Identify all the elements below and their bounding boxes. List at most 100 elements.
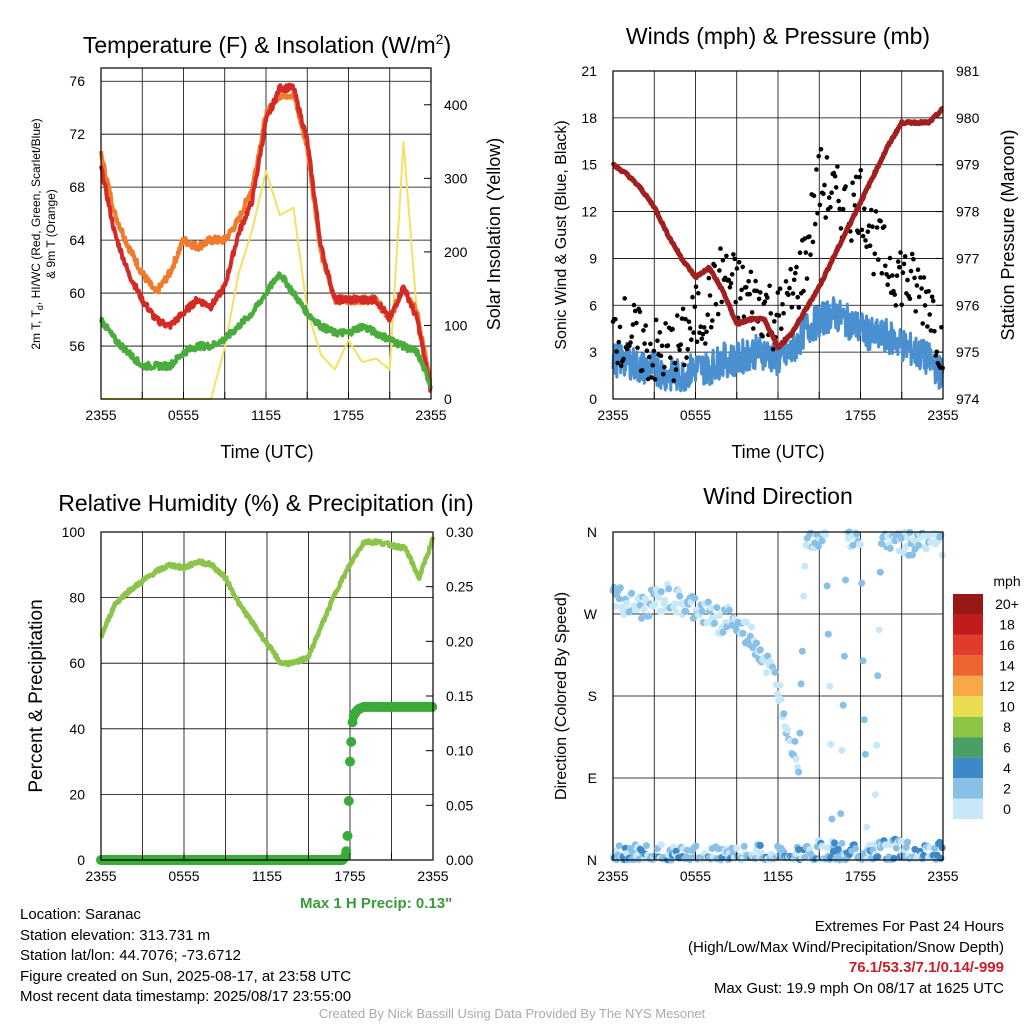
gust-point [858,168,864,173]
rh-y2tick-label: 0.10 [446,743,473,759]
direction-point [857,541,864,548]
colorbar-label: 2 [1003,780,1011,796]
gust-point [866,223,872,228]
temp-ytick-label: 72 [69,126,85,142]
extremes-values: 76.1/53.3/7.1/0.14/-999 [848,959,1004,976]
rh-y2tick-label: 0.00 [446,852,473,868]
dir-ytick-label: S [588,688,597,704]
direction-point [852,845,859,852]
gust-point [649,375,654,380]
gust-point [727,285,733,290]
direction-point [860,716,868,724]
gust-point [916,294,922,300]
precip-point [345,756,355,767]
temp-ylabel-right: Solar Insolation (Yellow) [484,138,504,330]
gust-point [779,326,784,332]
wind-y2tick-label: 977 [956,250,980,266]
gust-point [788,266,793,272]
gust-point [726,277,731,283]
gust-point [817,202,823,208]
gust-point [697,330,702,336]
gust-point [828,204,833,210]
gust-point [718,246,723,251]
direction-point [827,740,835,748]
gust-point [729,272,735,277]
dir-xtick-label: 1755 [845,868,876,884]
colorbar-label: 8 [1003,719,1011,735]
colorbar-label: 18 [999,617,1015,633]
temp-2m-line [99,82,433,393]
direction-point [849,541,857,549]
station-info: Location: Saranac Station elevation: 313… [20,905,351,1008]
direction-point [874,672,882,680]
direction-point [748,623,756,631]
dir-title: Wind Direction [703,483,853,509]
direction-point [764,652,772,660]
gust-point [892,292,897,297]
direction-point [842,576,850,584]
precip-point [346,736,357,747]
gust-point [919,286,924,291]
wind-xtick-label: 0555 [680,407,711,423]
gust-point [835,164,840,169]
gust-point [673,367,679,372]
gust-point [862,206,867,211]
rh-grid [100,531,434,861]
gust-point [898,250,903,255]
wind-xtick-label: 2355 [927,407,958,423]
gust-point [824,155,830,160]
location-line: Location: Saranac [20,906,141,923]
gust-point [637,309,643,315]
gust-point [712,263,717,269]
gust-point [733,299,738,305]
dir-ylabel-left: Direction (Colored By Speed) [553,592,570,800]
temp-xtick-label: 1755 [333,407,364,423]
gust-point [684,355,689,360]
direction-point [777,695,785,703]
gust-point [870,224,875,229]
gust-point [833,185,839,190]
direction-point [719,628,727,636]
gust-point [902,254,908,259]
gust-point [622,296,627,301]
gust-point [753,278,758,284]
gust-point [772,319,777,324]
direction-point [861,750,869,758]
gust-point [717,268,722,273]
direction-point [859,657,867,665]
extremes-subtitle: (High/Low/Max Wind/Precipitation/Snow De… [688,938,1004,956]
wind-ytick-label: 15 [581,157,597,173]
direction-point [796,729,804,737]
temp-ylabel-line1: 2m T, Td, HI/WC (Red, Green, Scarlet/Blu… [29,118,45,349]
gust-point [794,264,799,270]
colorbar-swatch [953,778,983,799]
rh-xtick-label: 2355 [85,868,116,884]
gust-point [911,256,916,262]
gust-point [921,275,927,280]
gust-point [802,236,807,241]
direction-point [873,741,881,749]
gust-point [665,343,671,348]
gust-point [690,294,695,300]
temp-ytick-label: 56 [69,338,85,354]
gust-point [869,207,874,213]
dir-series [609,528,946,864]
direction-point [876,568,884,576]
gust-point [651,348,657,354]
direction-point [682,608,690,615]
direction-point [837,810,845,818]
direction-point [642,842,650,850]
gust-point [890,273,895,278]
direction-point [645,612,653,620]
gust-point [659,343,665,349]
rh-ylabel-left: Percent & Precipitation [26,599,47,792]
direction-point [704,598,712,606]
gust-point [629,334,634,340]
direction-point [838,746,846,754]
gust-point [671,378,677,383]
temp-panel: Temperature (F) & Insolation (W/m2) 2355… [29,31,504,462]
colorbar-label: 14 [999,658,1015,674]
gust-point [922,303,928,308]
colorbar-swatch [953,655,983,676]
